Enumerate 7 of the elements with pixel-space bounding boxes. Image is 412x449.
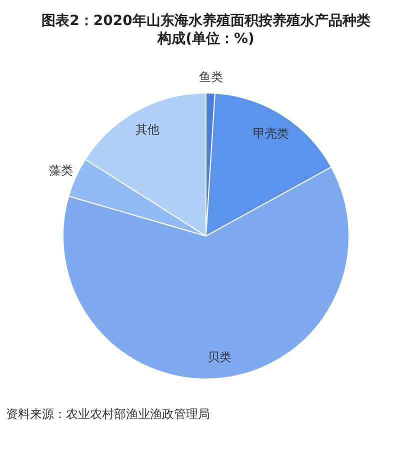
slice-label: 其他 xyxy=(135,122,160,136)
slice-label: 藻类 xyxy=(49,164,74,178)
slice-label: 甲壳类 xyxy=(253,126,290,140)
chart-title: 图表2：2020年山东海水养殖面积按养殖水产品种类构成(单位：%) xyxy=(42,12,370,47)
slice-label: 贝类 xyxy=(207,350,232,364)
slice-label: 鱼类 xyxy=(198,70,223,84)
text: 资料来源：农业农村部渔业渔政管理局 xyxy=(6,407,210,421)
